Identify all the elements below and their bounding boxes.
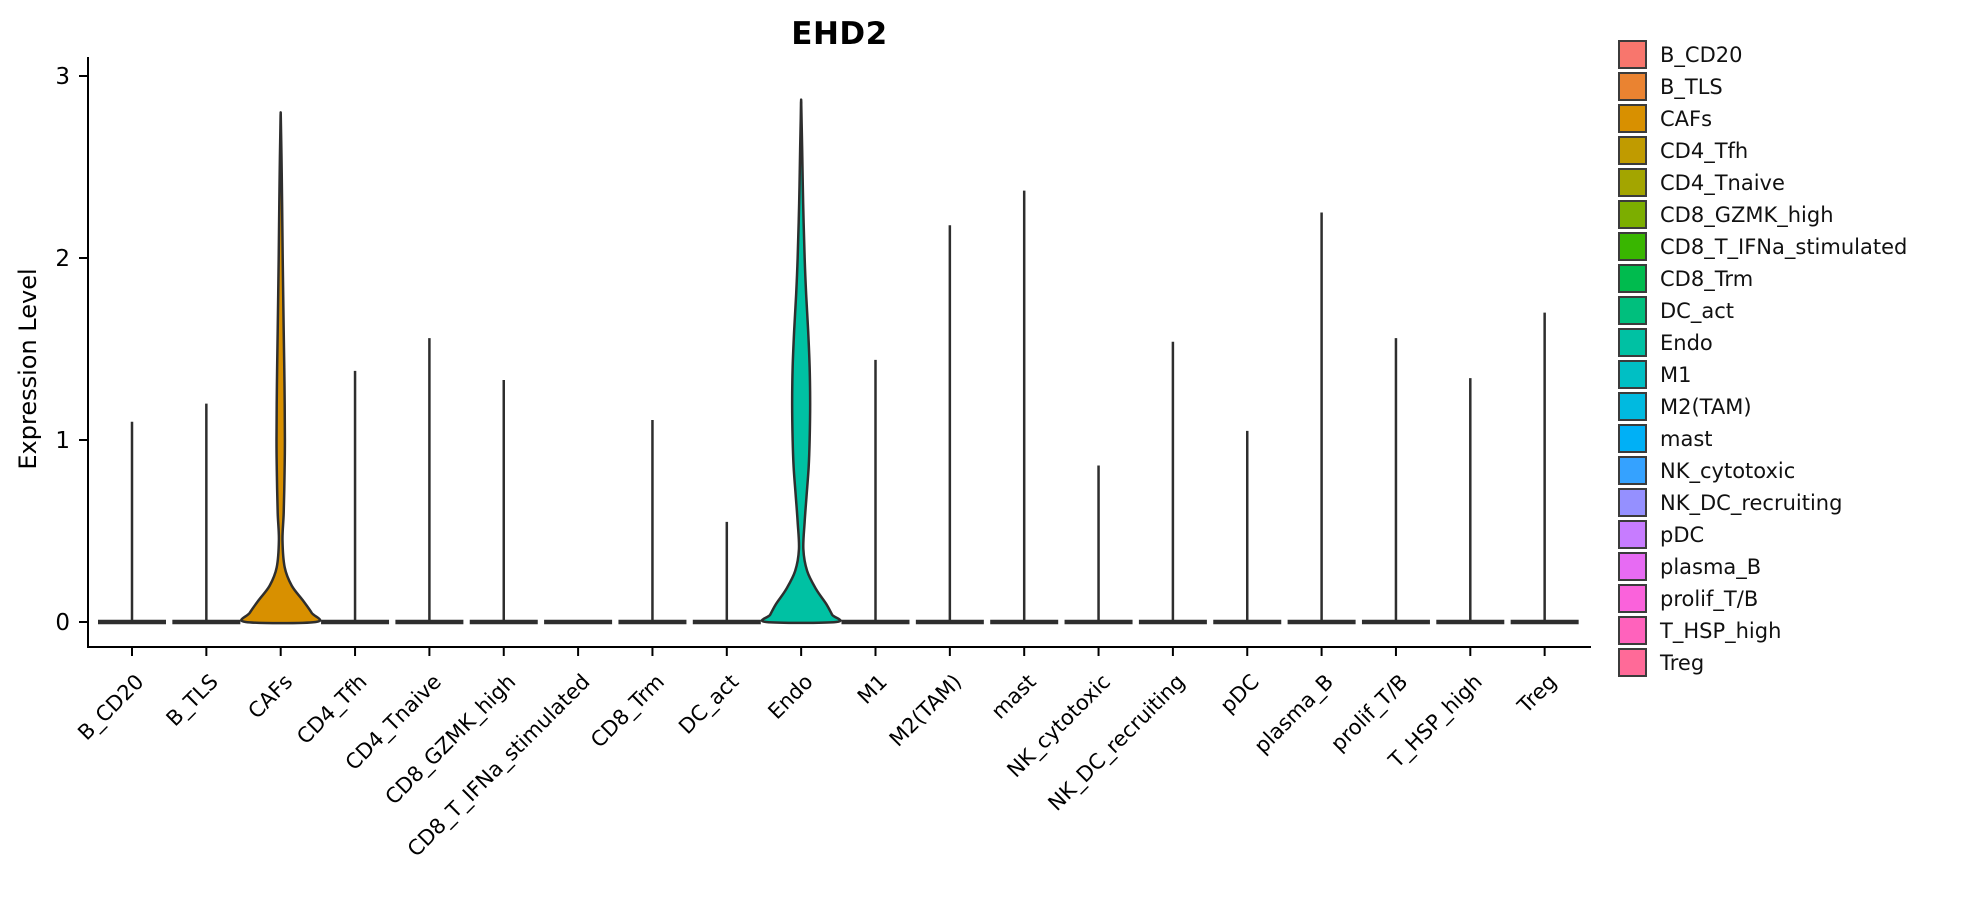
legend-item: T_HSP_high (1618, 616, 1907, 645)
legend-item: CD4_Tnaive (1618, 168, 1907, 197)
legend-label: NK_DC_recruiting (1660, 490, 1843, 515)
legend-swatch (1618, 488, 1647, 517)
y-tick-label: 2 (55, 246, 70, 272)
legend-swatch (1618, 200, 1647, 229)
legend-item: B_CD20 (1618, 40, 1907, 69)
legend-item: NK_cytotoxic (1618, 456, 1907, 485)
legend-swatch (1618, 264, 1647, 293)
x-tick-label: NK_DC_recruiting (1043, 670, 1190, 817)
legend-label: CD4_Tfh (1660, 138, 1749, 163)
legend-item: plasma_B (1618, 552, 1907, 581)
legend-swatch (1618, 168, 1647, 197)
legend-label: CD4_Tnaive (1660, 170, 1785, 195)
legend-item: NK_DC_recruiting (1618, 488, 1907, 517)
x-tick-label: B_CD20 (73, 670, 149, 746)
legend-swatch (1618, 328, 1647, 357)
legend-swatch (1618, 40, 1647, 69)
x-tick-label: DC_act (674, 670, 744, 740)
legend-label: B_TLS (1660, 74, 1723, 99)
legend-label: pDC (1660, 522, 1705, 547)
y-tick-label: 3 (55, 64, 70, 90)
x-tick-label: B_TLS (162, 670, 224, 732)
legend-label: Treg (1660, 650, 1705, 675)
legend-label: M1 (1660, 362, 1692, 387)
legend-label: DC_act (1660, 298, 1734, 323)
legend-label: mast (1660, 426, 1713, 451)
violin-CAFs (240, 111, 322, 625)
legend: B_CD20 B_TLS CAFs CD4_Tfh CD4_Tnaive CD8_GZMK… (1618, 40, 1907, 680)
legend-label: M2(TAM) (1660, 394, 1752, 419)
legend-item: mast (1618, 424, 1907, 453)
x-tick-label: CD8_Trm (586, 670, 670, 754)
legend-item: pDC (1618, 520, 1907, 549)
page-title: EHD2 (791, 16, 888, 52)
legend-label: T_HSP_high (1660, 618, 1782, 643)
legend-swatch (1618, 424, 1647, 453)
legend-swatch (1618, 648, 1647, 677)
x-tick-label: plasma_B (1250, 670, 1339, 759)
legend-swatch (1618, 392, 1647, 421)
legend-label: prolif_T/B (1660, 586, 1759, 611)
legend-item: CD8_GZMK_high (1618, 200, 1907, 229)
legend-swatch (1618, 520, 1647, 549)
legend-item: B_TLS (1618, 72, 1907, 101)
legend-swatch (1618, 104, 1647, 133)
legend-label: NK_cytotoxic (1660, 458, 1796, 483)
legend-swatch (1618, 456, 1647, 485)
legend-swatch (1618, 360, 1647, 389)
legend-item: CAFs (1618, 104, 1907, 133)
legend-swatch (1618, 584, 1647, 613)
legend-label: CAFs (1660, 106, 1713, 131)
legend-label: CD8_T_IFNa_stimulated (1660, 234, 1908, 259)
legend-item: Endo (1618, 328, 1907, 357)
x-tick-label: CD8_GZMK_high (381, 670, 521, 810)
legend-swatch (1618, 72, 1647, 101)
violin-Endo (760, 98, 842, 625)
x-tick-label: Treg (1512, 670, 1561, 719)
legend-label: B_CD20 (1660, 42, 1743, 67)
legend-swatch (1618, 232, 1647, 261)
x-tick-label: M2(TAM) (885, 670, 967, 752)
legend-item: Treg (1618, 648, 1907, 677)
x-tick-label: CAFs (243, 670, 297, 724)
legend-item: CD8_T_IFNa_stimulated (1618, 232, 1907, 261)
legend-item: prolif_T/B (1618, 584, 1907, 613)
legend-label: plasma_B (1660, 554, 1762, 579)
legend-swatch (1618, 136, 1647, 165)
legend-item: CD4_Tfh (1618, 136, 1907, 165)
legend-label: CD8_Trm (1660, 266, 1754, 291)
legend-item: M1 (1618, 360, 1907, 389)
x-tick-label: Endo (763, 670, 817, 724)
x-tick-label: M1 (853, 670, 892, 709)
legend-label: CD8_GZMK_high (1660, 202, 1834, 227)
legend-swatch (1618, 552, 1647, 581)
x-tick-label: pDC (1216, 670, 1264, 718)
legend-swatch (1618, 616, 1647, 645)
legend-item: CD8_Trm (1618, 264, 1907, 293)
x-tick-label: mast (987, 670, 1041, 724)
legend-swatch (1618, 296, 1647, 325)
legend-item: M2(TAM) (1618, 392, 1907, 421)
legend-label: Endo (1660, 330, 1713, 355)
y-tick-label: 1 (55, 428, 70, 454)
y-tick-label: 0 (55, 610, 70, 636)
legend-item: DC_act (1618, 296, 1907, 325)
